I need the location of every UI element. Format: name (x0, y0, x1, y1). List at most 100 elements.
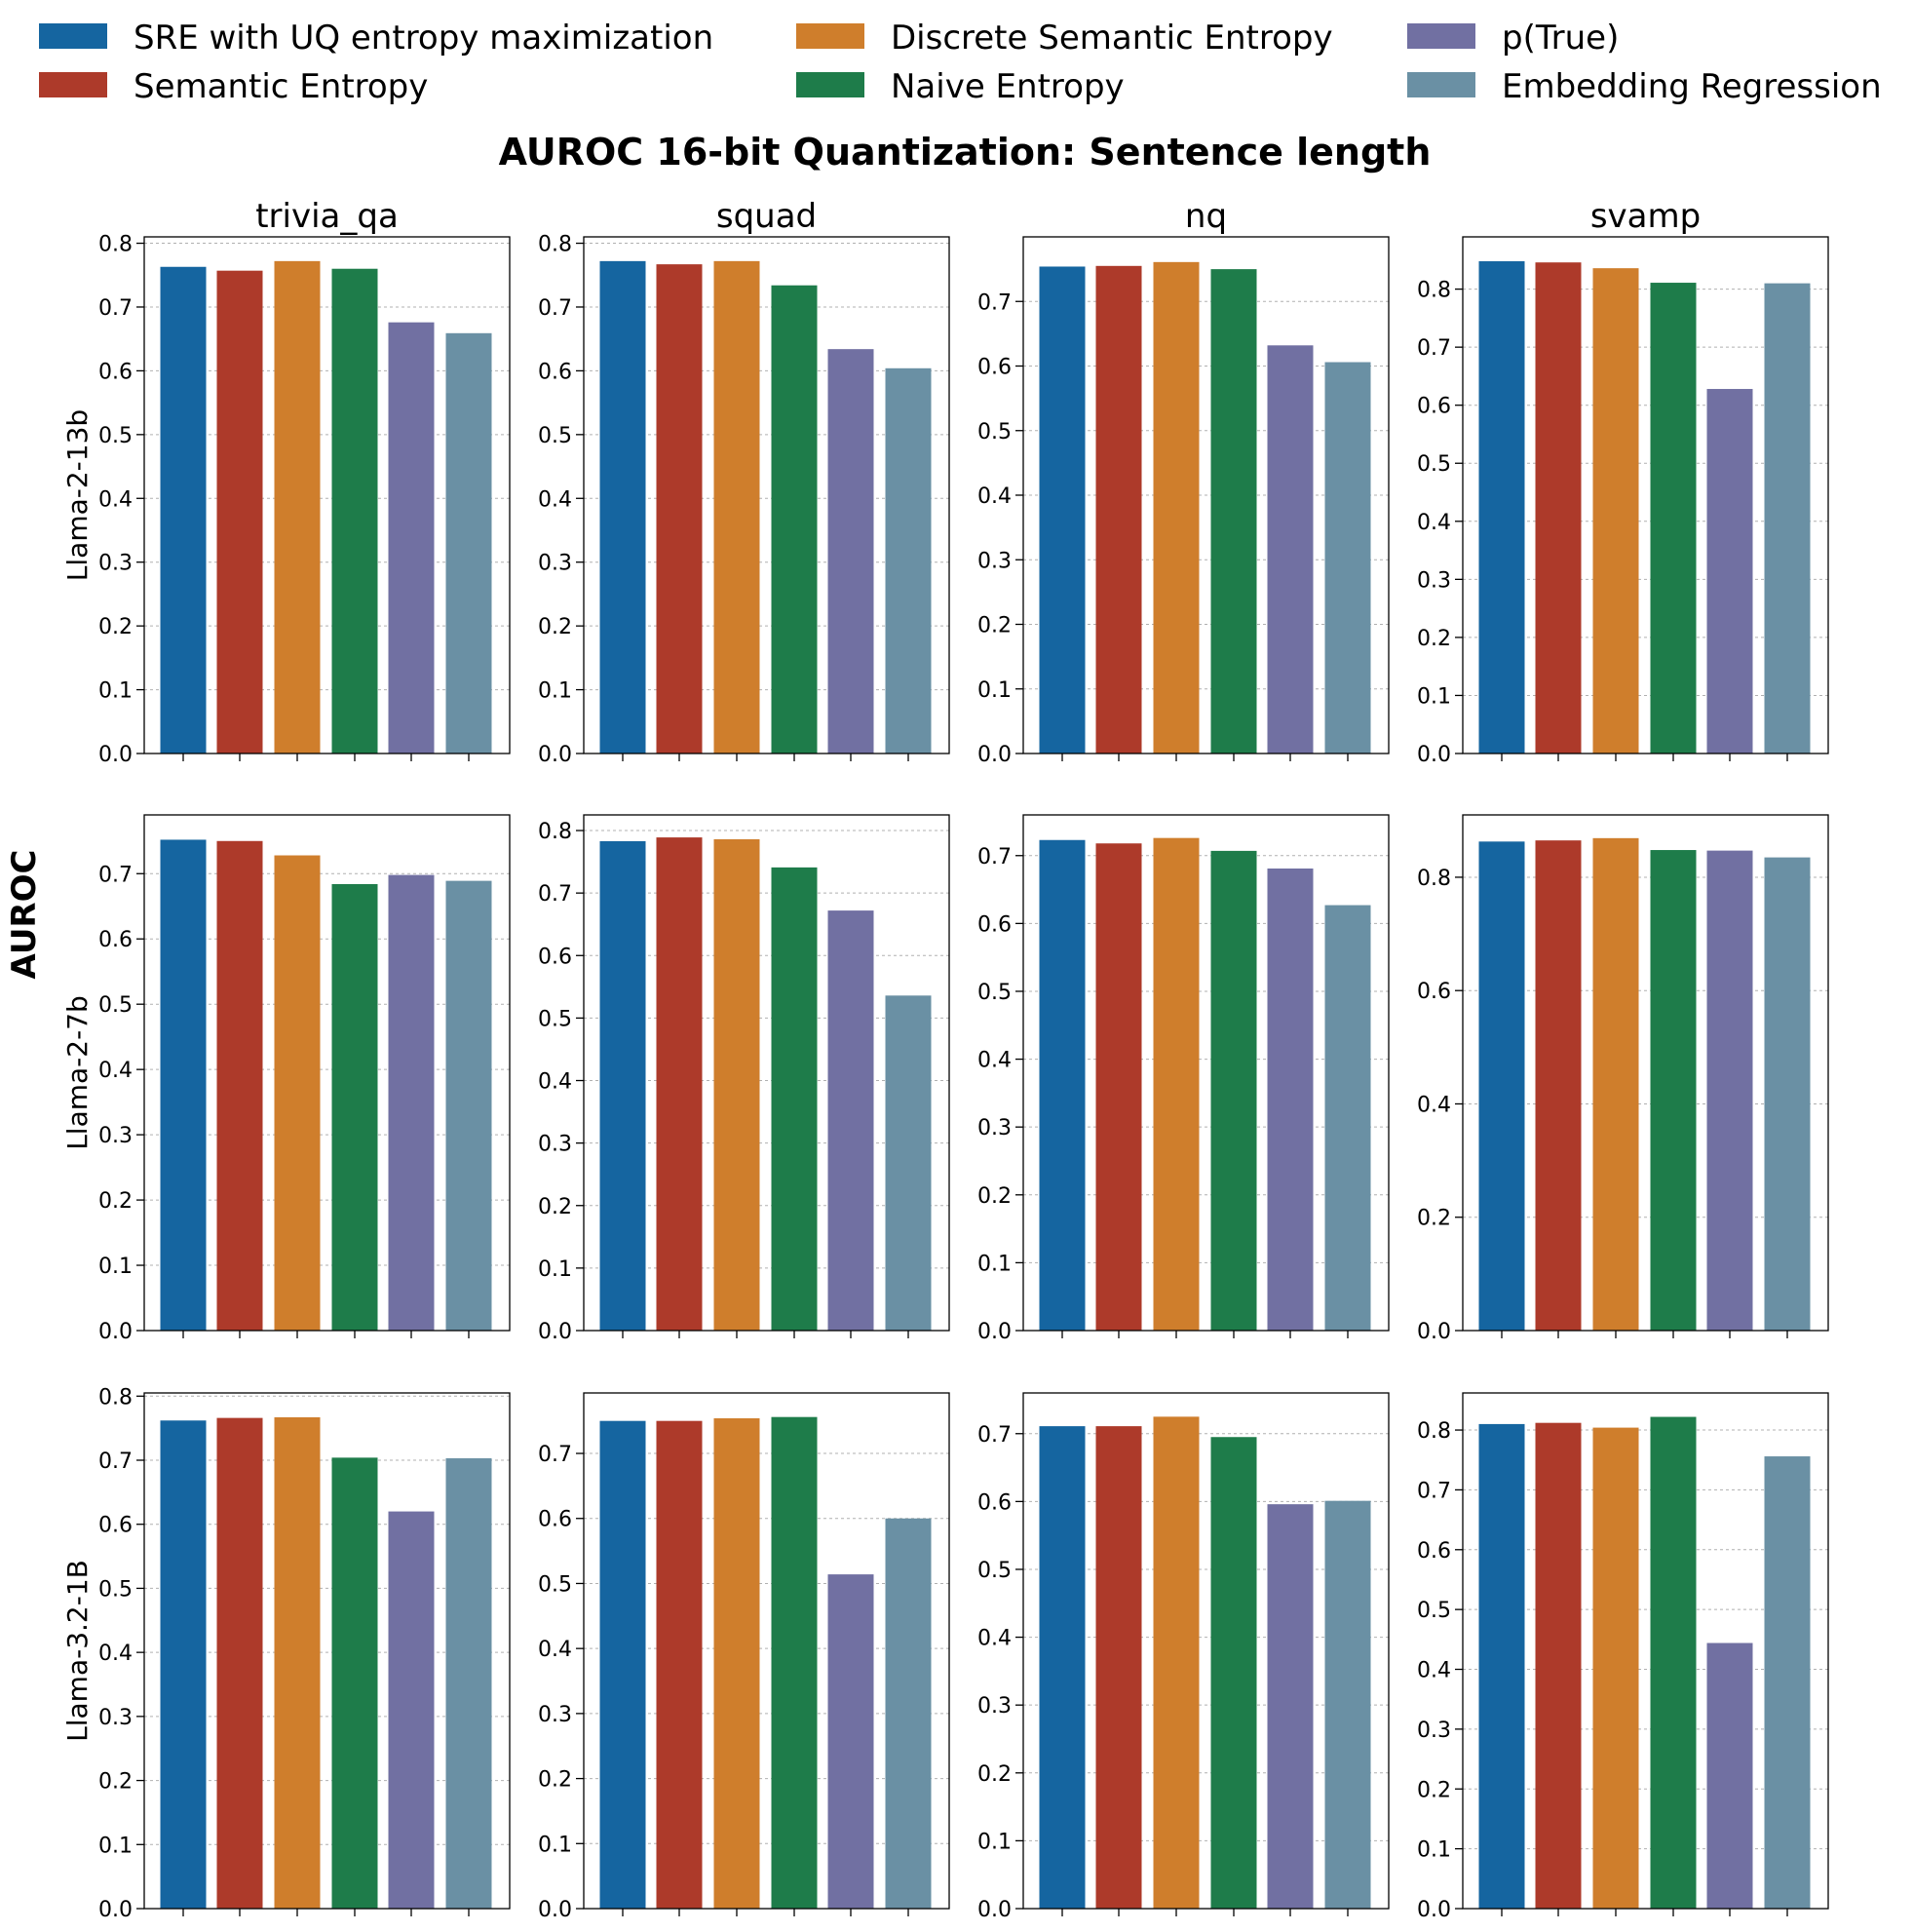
bar-semantic-entropy (1095, 1426, 1142, 1909)
y-tick-label: 0.0 (98, 1898, 133, 1922)
subplot-frame (1462, 236, 1829, 754)
legend-label: SRE with UQ entropy maximization (134, 19, 713, 58)
legend-label: Discrete Semantic Entropy (891, 19, 1333, 58)
bar-embedding-regression (1764, 283, 1811, 753)
y-tick-label: 0.4 (1417, 1659, 1451, 1683)
y-tick-label: 0.6 (977, 356, 1012, 380)
subplot: 0.0 0.1 0.2 0.3 0.4 0.5 0.6 0.7 nq (977, 197, 1390, 767)
y-tick-label: 0.5 (98, 993, 133, 1018)
y-tick-label: 0.3 (977, 1116, 1012, 1140)
bar-embedding-regression (885, 367, 932, 753)
bar-naive-entropy (771, 867, 818, 1331)
bar-discrete-semantic-entropy (1592, 837, 1639, 1331)
subplot: 0.0 0.1 0.2 0.3 0.4 0.5 0.6 0.7 (977, 1392, 1390, 1922)
bar-p-true- (827, 349, 874, 753)
bar-p-true- (1706, 389, 1753, 753)
bar-naive-entropy (1210, 850, 1257, 1331)
y-tick-label: 0.7 (977, 1423, 1012, 1448)
y-tick-label: 0.5 (98, 424, 133, 448)
bar-sre-with-uq-entropy-maximization (1039, 266, 1086, 753)
bar-semantic-entropy (1535, 1422, 1582, 1909)
bar-semantic-entropy (1095, 843, 1142, 1331)
y-tick-label: 0.0 (98, 743, 133, 767)
subplot: 0.0 0.1 0.2 0.3 0.4 0.5 0.6 0.7 0.8 Llama-3.2-1B (61, 1385, 511, 1922)
bar-sre-with-uq-entropy-maximization (160, 1420, 207, 1909)
bar-discrete-semantic-entropy (1592, 1427, 1639, 1909)
subplot-frame (143, 236, 511, 754)
legend-swatch (796, 23, 864, 49)
bar-sre-with-uq-entropy-maximization (1478, 261, 1525, 753)
subplot: 0.0 0.1 0.2 0.3 0.4 0.5 0.6 0.7 (538, 1392, 950, 1922)
y-tick-label: 0.1 (538, 1257, 572, 1282)
legend-swatch (796, 72, 864, 97)
bar-discrete-semantic-entropy (713, 1418, 760, 1909)
y-tick-label: 0.1 (977, 1830, 1012, 1854)
bar-naive-entropy (1210, 269, 1257, 753)
y-tick-label: 0.7 (538, 1443, 572, 1467)
bar-discrete-semantic-entropy (1153, 1416, 1200, 1909)
bar-naive-entropy (331, 1457, 378, 1909)
subplot: 0.0 0.1 0.2 0.3 0.4 0.5 0.6 0.7 0.8 trivia_qa Llam… (61, 197, 511, 767)
legend-label: p(True) (1502, 19, 1619, 58)
bar-sre-with-uq-entropy-maximization (599, 840, 646, 1331)
y-tick-label: 0.1 (98, 679, 133, 704)
bar-naive-entropy (771, 1416, 818, 1909)
y-tick-label: 0.3 (538, 1703, 572, 1727)
y-tick-label: 0.7 (538, 296, 572, 321)
y-tick-label: 0.4 (98, 1059, 133, 1083)
y-tick-label: 0.8 (98, 233, 133, 257)
bar-semantic-entropy (1535, 840, 1582, 1331)
subplot: 0.0 0.1 0.2 0.3 0.4 0.5 0.6 0.7 Llama-2-7b (61, 814, 511, 1344)
subplot: 0.0 0.1 0.2 0.3 0.4 0.5 0.6 0.7 0.8 svamp (1417, 197, 1829, 767)
y-tick-label: 0.3 (538, 1133, 572, 1157)
subplot: 0.0 0.1 0.2 0.3 0.4 0.5 0.6 0.7 0.8 (1417, 1392, 1829, 1922)
bar-embedding-regression (1764, 1456, 1811, 1909)
y-tick-label: 0.2 (977, 1184, 1012, 1209)
y-tick-label: 0.8 (538, 820, 572, 844)
y-tick-label: 0.5 (1417, 1599, 1451, 1623)
column-title: nq (1185, 197, 1227, 236)
y-tick-label: 0.4 (538, 1070, 572, 1095)
subplot-frame (583, 1392, 950, 1910)
y-tick-label: 0.8 (98, 1385, 133, 1410)
y-tick-label: 0.5 (538, 424, 572, 448)
bar-embedding-regression (445, 1458, 492, 1909)
y-tick-label: 0.4 (977, 1049, 1012, 1073)
y-tick-label: 0.6 (977, 912, 1012, 937)
y-tick-label: 0.2 (1417, 1778, 1451, 1802)
bar-discrete-semantic-entropy (713, 260, 760, 753)
bar-p-true- (388, 1511, 435, 1909)
bar-p-true- (388, 874, 435, 1331)
y-tick-label: 0.1 (98, 1834, 133, 1858)
subplot-frame (1022, 814, 1390, 1332)
y-tick-label: 0.4 (538, 1638, 572, 1662)
y-tick-label: 0.2 (98, 615, 133, 639)
bar-semantic-entropy (216, 1417, 263, 1909)
y-tick-label: 0.1 (538, 679, 572, 704)
y-tick-label: 0.5 (977, 420, 1012, 444)
subplot-frame (143, 814, 511, 1332)
bar-p-true- (1267, 1504, 1314, 1909)
y-tick-label: 0.3 (1417, 1719, 1451, 1743)
y-tick-label: 0.1 (977, 678, 1012, 703)
legend-entry: Discrete Semantic Entropy (796, 19, 1333, 58)
legend-swatch (39, 23, 107, 49)
subplot: 0.0 0.1 0.2 0.3 0.4 0.5 0.6 0.7 0.8 squad (538, 197, 950, 767)
y-tick-label: 0.0 (98, 1320, 133, 1344)
legend-swatch (1407, 72, 1475, 97)
subplot-frame (1462, 1392, 1829, 1910)
y-tick-label: 0.7 (977, 290, 1012, 315)
subplot-frame (1022, 236, 1390, 754)
bar-embedding-regression (1764, 857, 1811, 1331)
y-tick-label: 0.6 (98, 360, 133, 384)
y-tick-label: 0.4 (98, 487, 133, 512)
y-tick-label: 0.8 (538, 233, 572, 257)
row-label: Llama-3.2-1B (61, 1560, 94, 1742)
y-tick-label: 0.3 (98, 1706, 133, 1730)
legend-swatch (39, 72, 107, 97)
bar-semantic-entropy (656, 1420, 703, 1909)
y-tick-label: 0.7 (1417, 336, 1451, 361)
bar-naive-entropy (771, 285, 818, 753)
legend-entry: SRE with UQ entropy maximization (39, 19, 713, 58)
